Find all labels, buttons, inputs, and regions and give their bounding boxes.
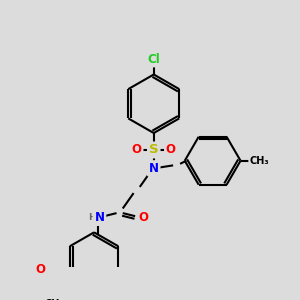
Text: S: S xyxy=(149,143,159,157)
Text: N: N xyxy=(94,211,104,224)
Text: H: H xyxy=(88,213,96,222)
Text: O: O xyxy=(166,143,176,157)
Text: O: O xyxy=(35,263,46,276)
Text: Cl: Cl xyxy=(147,52,160,66)
Text: N: N xyxy=(149,162,159,175)
Text: O: O xyxy=(132,143,142,157)
Text: CH₃: CH₃ xyxy=(45,299,64,300)
Text: O: O xyxy=(138,211,148,224)
Text: CH₃: CH₃ xyxy=(249,156,269,166)
